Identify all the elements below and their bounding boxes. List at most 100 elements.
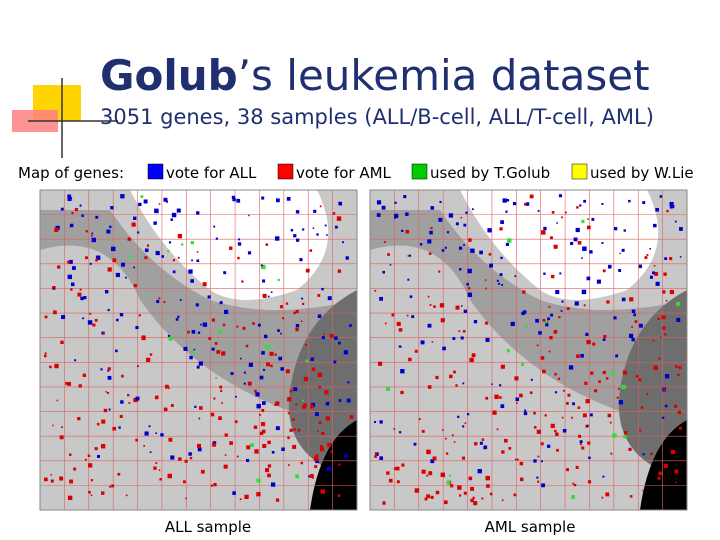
gene-dot [262,279,266,283]
gene-dot [342,241,344,244]
gene-dot [133,397,138,403]
gene-dot [239,498,242,501]
gene-dot [592,342,596,346]
gene-dot [403,195,407,199]
gene-dot [489,263,494,268]
gene-dot [177,256,180,259]
gene-dot [167,250,170,253]
gene-dot [557,377,560,380]
gene-dot [115,272,120,278]
gene-dot [286,196,291,201]
gene-dot [623,434,627,439]
gene-dot [631,326,633,328]
gene-dot [110,206,114,210]
gene-dot [349,324,352,327]
gene-dot [120,194,125,199]
gene-dot [196,365,200,369]
gene-dot [458,268,462,271]
gene-dot [295,327,299,332]
gene-dot [460,305,463,307]
gene-dot [345,256,349,260]
gene-dot [541,460,543,463]
gene-dot [83,296,87,300]
gene-dot [460,336,464,340]
gene-dot [674,365,678,368]
gene-dot [519,477,524,482]
gene-dot [188,452,192,456]
gene-dot [473,319,478,324]
gene-dot [538,331,542,335]
gene-dot [107,367,111,371]
gene-dot [521,363,525,367]
gene-dot [448,474,452,477]
gene-dot [660,336,662,339]
gene-dot [295,403,298,406]
gene-dot [533,426,537,429]
gene-dot [414,488,420,493]
gene-dot [388,478,393,483]
gene-dot [202,282,207,287]
gene-dot [522,290,526,294]
gene-dot [610,452,613,455]
gene-dot [168,437,173,442]
gene-dot [485,287,487,290]
gene-dot [275,198,280,203]
gene-dot [673,404,678,408]
gene-dot [87,463,93,468]
gene-dot [581,257,583,259]
gene-dot [522,310,527,314]
gene-dot [116,318,119,322]
gene-dot [529,391,533,395]
gene-dot [253,425,258,429]
gene-dot [197,447,202,452]
gene-dot [494,394,499,400]
gene-dot [537,480,540,483]
gene-dot [663,463,668,468]
gene-dot [662,326,666,330]
gene-dot [543,272,546,275]
gene-dot [269,351,274,356]
gene-dot [250,443,254,447]
gene-dot [536,429,541,434]
gene-dot [303,376,309,382]
gene-dot [533,459,537,463]
gene-dot [295,309,299,314]
gene-dot [455,305,460,310]
gene-dot [612,433,617,438]
gene-dot [413,442,417,446]
gene-dot [324,390,329,395]
gene-dot [317,294,321,297]
gene-dot [649,247,651,250]
gene-dot [137,365,139,368]
gene-dot [602,338,606,342]
gene-dot [308,475,311,478]
gene-dot [337,269,342,273]
gene-dot [146,244,150,247]
gene-dot [585,398,590,404]
gene-dot [111,246,116,252]
gene-dot [438,270,441,273]
gene-dot [446,231,449,234]
gene-dot [459,494,462,497]
gene-dot [379,296,384,301]
gene-dot [121,374,124,378]
gene-dot [246,445,251,450]
gene-dot [120,400,124,404]
gene-dot [428,252,432,255]
gene-dot [453,441,456,443]
gene-dot [541,483,545,488]
gene-dot [662,388,666,391]
gene-dot [135,396,140,401]
gene-dot [165,384,169,389]
gene-dot [215,377,218,379]
gene-dot [327,296,332,301]
gene-dot [259,431,264,436]
gene-dot [60,340,64,345]
gene-dot [59,435,64,440]
gene-dot [102,332,105,335]
gene-dot [144,431,149,436]
gene-dot [429,304,432,306]
gene-dot [84,458,87,461]
gene-dot [386,386,391,391]
